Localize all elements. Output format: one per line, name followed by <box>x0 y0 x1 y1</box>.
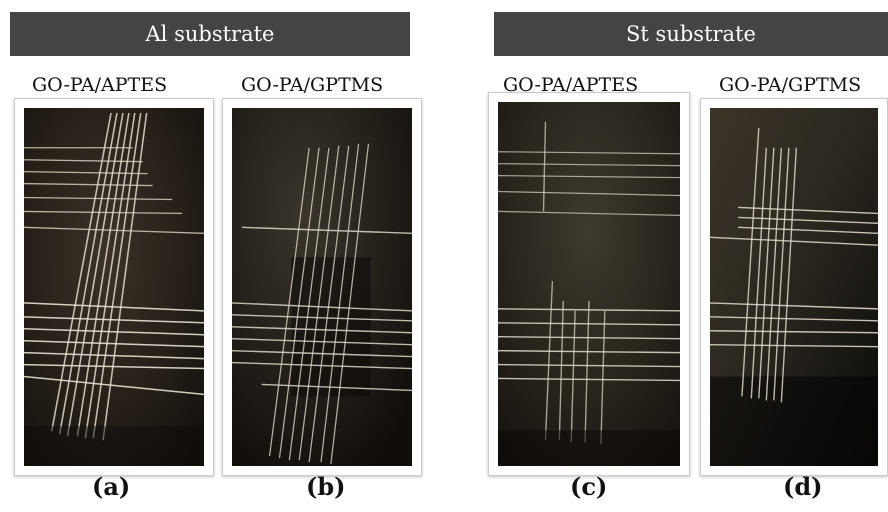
crosscut-photo-b <box>232 108 412 466</box>
st-substrate-banner: St substrate <box>494 12 888 56</box>
sample-label-d: GO-PA/GPTMS <box>719 74 862 96</box>
caption-b: (b) <box>306 472 346 501</box>
photo-panel-a <box>14 98 214 476</box>
caption-c: (c) <box>570 472 608 501</box>
crosscut-photo-c <box>498 102 680 466</box>
crosscut-photo-a <box>24 108 204 466</box>
caption-a: (a) <box>92 472 131 501</box>
sample-label-a: GO-PA/APTES <box>32 74 168 96</box>
caption-d: (d) <box>783 472 823 501</box>
sample-label-c: GO-PA/APTES <box>503 74 639 96</box>
crosscut-photo-d <box>710 108 878 466</box>
photo-panel-d <box>700 98 888 476</box>
al-substrate-banner: Al substrate <box>10 12 410 56</box>
st-substrate-title: St substrate <box>626 22 756 46</box>
al-substrate-title: Al substrate <box>145 22 275 46</box>
photo-panel-c <box>488 92 690 476</box>
photo-panel-b <box>222 98 422 476</box>
sample-label-b: GO-PA/GPTMS <box>241 74 384 96</box>
